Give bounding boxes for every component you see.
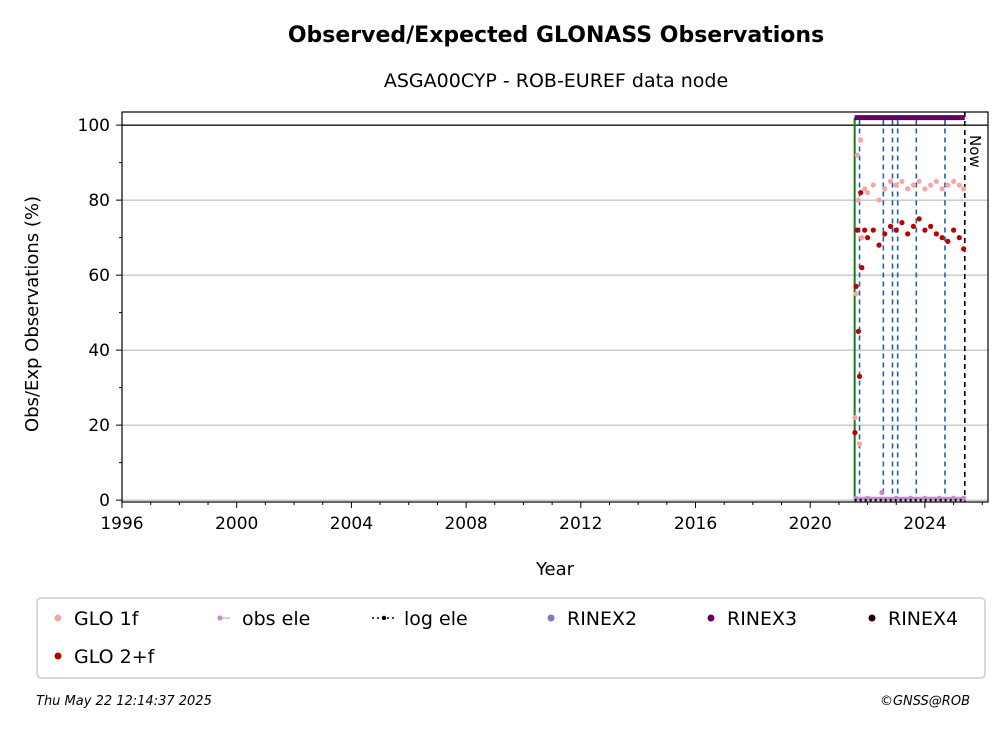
point-glo-1f — [870, 182, 876, 188]
legend-marker-obs-ele — [217, 615, 223, 621]
point-glo-1f — [893, 182, 899, 188]
legend-label-rinex2: RINEX2 — [567, 608, 637, 630]
point-glo-1f — [916, 178, 922, 184]
point-glo-2-f — [852, 430, 858, 436]
ticks-layer: 0 20 40 60 80 100 1996 2000 2004 2008 2012 2016 2020… — [78, 116, 983, 534]
grid-layer — [122, 124, 988, 501]
y-tick-label: 100 — [78, 116, 110, 136]
point-glo-1f — [939, 186, 945, 192]
point-glo-2-f — [893, 227, 899, 233]
point-glo-2-f — [882, 231, 888, 237]
legend-label-glo-1f: GLO 1f — [74, 608, 140, 630]
chart-title: Observed/Expected GLONASS Observations — [288, 23, 824, 48]
x-tick-label: 2024 — [903, 514, 946, 534]
y-axis-label: Obs/Exp Observations (%) — [22, 196, 43, 432]
chart-subtitle: ASGA00CYP - ROB-EUREF data node — [384, 70, 728, 92]
x-tick-label: 2016 — [674, 514, 717, 534]
legend-label-glo-2-f: GLO 2+f — [74, 646, 156, 668]
y-tick-label: 20 — [88, 416, 110, 436]
point-glo-2-f — [862, 227, 868, 233]
point-glo-1f — [905, 186, 911, 192]
legend-label-rinex4: RINEX4 — [888, 608, 958, 630]
point-glo-2-f — [855, 328, 861, 334]
y-tick-label: 0 — [99, 491, 110, 511]
x-tick-label: 2004 — [330, 514, 373, 534]
x-tick-label: 2012 — [559, 514, 602, 534]
point-glo-2-f — [858, 190, 864, 196]
chart: Observed/Expected GLONASS Observations A… — [22, 23, 989, 679]
point-glo-1f — [859, 235, 865, 241]
point-glo-1f — [858, 137, 864, 143]
point-glo-2-f — [870, 227, 876, 233]
point-glo-2-f — [864, 235, 871, 241]
point-glo-2-f — [950, 227, 957, 233]
points-layer — [852, 115, 967, 502]
legend-marker-glo-1f — [54, 614, 62, 622]
point-glo-2-f — [853, 283, 859, 289]
footer-credit: ©GNSS@ROB — [879, 694, 970, 709]
legend-marker-rinex2 — [547, 614, 555, 622]
x-tick-label: 1996 — [100, 514, 143, 534]
plot-frame — [121, 111, 989, 503]
point-glo-2-f — [905, 231, 911, 237]
x-tick-label: 2008 — [444, 514, 487, 534]
y-tick-label: 40 — [88, 341, 110, 361]
point-glo-1f — [852, 415, 858, 421]
point-glo-1f — [882, 186, 888, 192]
point-obs-ele — [907, 495, 914, 501]
legend: GLO 1f obs ele log ele RINEX2 RINEX3 RINEX4 GL… — [36, 597, 986, 679]
point-glo-2-f — [945, 238, 951, 244]
point-glo-1f — [864, 190, 871, 196]
point-glo-1f — [899, 178, 905, 184]
point-glo-2-f — [910, 223, 917, 229]
point-glo-1f — [862, 186, 868, 192]
legend-label-log-ele: log ele — [404, 608, 468, 630]
point-glo-2-f — [916, 216, 922, 222]
point-glo-1f — [961, 186, 967, 192]
legend-marker-rinex4 — [868, 614, 876, 622]
point-glo-1f — [950, 178, 957, 184]
legend-label-rinex3: RINEX3 — [727, 608, 797, 630]
y-tick-label: 60 — [88, 266, 110, 286]
point-glo-1f — [887, 178, 894, 184]
point-obs-ele — [961, 495, 967, 501]
now-label: Now — [966, 135, 984, 168]
x-tick-label: 2000 — [215, 514, 258, 534]
plot-area — [122, 112, 988, 502]
point-glo-2-f — [887, 223, 894, 229]
point-glo-1f — [910, 182, 917, 188]
point-glo-2-f — [856, 373, 863, 379]
point-glo-2-f — [922, 227, 928, 233]
point-glo-1f — [956, 182, 962, 188]
point-glo-2-f — [928, 223, 934, 229]
point-glo-2-f — [899, 220, 905, 226]
point-glo-1f — [876, 197, 882, 203]
point-glo-1f — [933, 178, 939, 184]
footer-timestamp: Thu May 22 12:14:37 2025 — [36, 694, 212, 709]
legend-marker-rinex3 — [707, 614, 715, 622]
point-glo-2-f — [859, 265, 865, 271]
point-glo-2-f — [933, 231, 939, 237]
point-obs-ele — [879, 490, 885, 496]
legend-label-obs-ele: obs ele — [242, 608, 310, 630]
point-glo-1f — [854, 152, 860, 158]
point-glo-2-f — [939, 235, 945, 241]
point-glo-1f — [928, 182, 934, 188]
x-tick-label: 2020 — [789, 514, 832, 534]
x-axis-label: Year — [535, 559, 575, 580]
point-glo-1f — [853, 291, 859, 297]
y-tick-label: 80 — [88, 191, 110, 211]
point-glo-1f — [945, 182, 951, 188]
point-glo-2-f — [956, 235, 962, 241]
legend-marker-log-ele — [381, 615, 387, 621]
legend-marker-glo-2-f — [54, 652, 62, 660]
point-glo-1f — [922, 186, 928, 192]
point-glo-1f — [856, 441, 863, 447]
point-glo-2-f — [876, 242, 882, 248]
point-glo-1f — [855, 197, 861, 203]
point-glo-2-f — [961, 246, 967, 252]
point-glo-2-f — [854, 227, 860, 233]
legend-box — [36, 597, 986, 679]
